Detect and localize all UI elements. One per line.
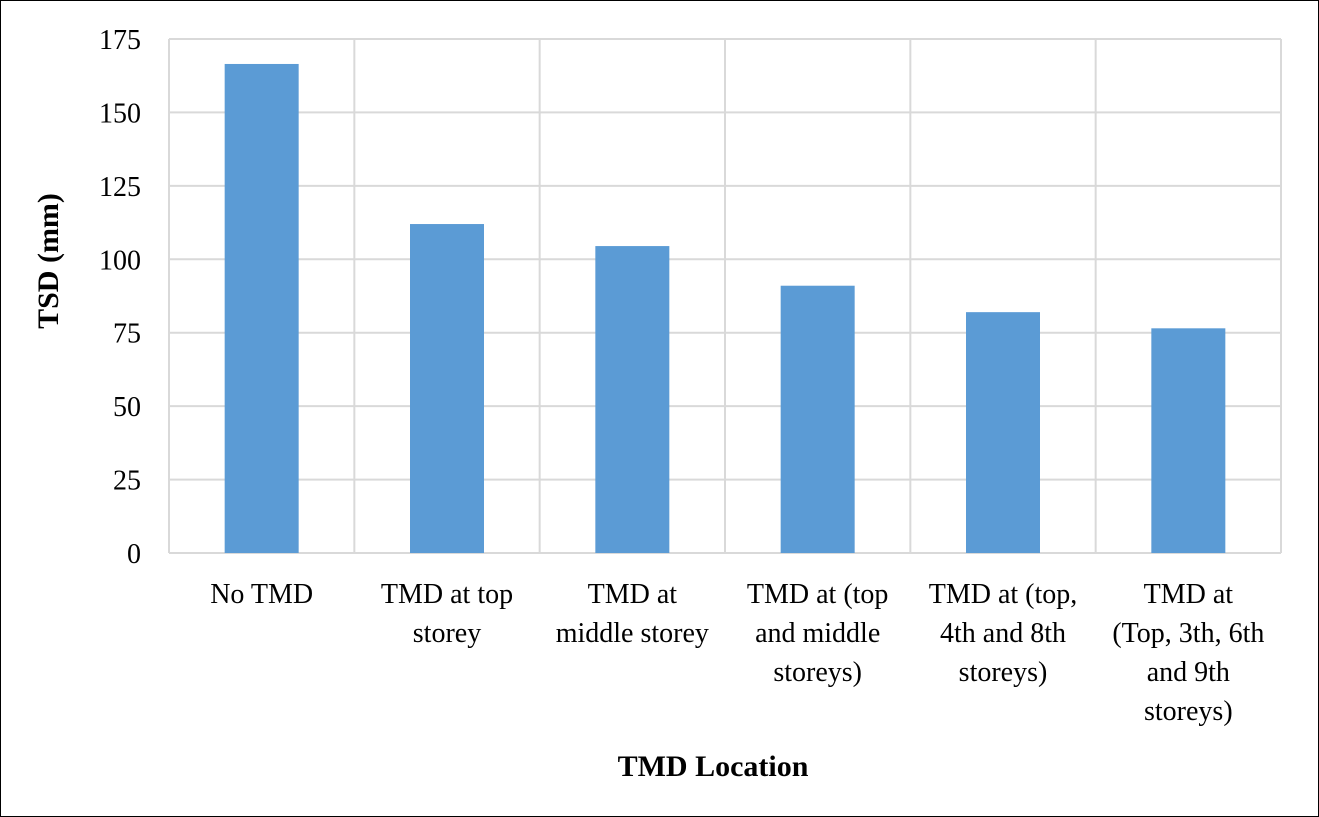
- bars: [224, 63, 1226, 554]
- y-tick-label: 25: [113, 466, 141, 497]
- bar: [780, 285, 855, 553]
- x-tick-label: TMD at (top, 4th and 8th storeys): [929, 579, 1078, 688]
- x-tick-label: TMD at top storey: [381, 579, 513, 649]
- y-tick-label: 75: [113, 319, 141, 350]
- bar: [1151, 328, 1226, 553]
- bar: [966, 312, 1040, 553]
- bar: [595, 246, 670, 553]
- y-tick-label: 175: [99, 25, 141, 56]
- bar: [410, 224, 484, 554]
- gridlines: [168, 38, 1282, 554]
- x-tick-label: TMD at middle storey: [556, 579, 709, 649]
- x-tick-labels: No TMD TMD at top storey TMD at middle store…: [210, 579, 1264, 727]
- x-tick-label: TMD at (top and middle storeys): [747, 579, 889, 688]
- y-tick-label: 0: [127, 539, 141, 570]
- y-tick-labels: 0 25 50 75 100 125 150 175: [99, 25, 141, 570]
- x-tick-label: TMD at (Top, 3th, 6th and 9th storeys): [1112, 579, 1264, 727]
- y-tick-label: 50: [113, 392, 141, 423]
- x-tick-label: No TMD: [210, 579, 313, 610]
- y-tick-label: 150: [99, 98, 141, 129]
- x-axis-title: TMD Location: [618, 750, 809, 783]
- bar: [224, 63, 299, 554]
- y-axis-title: TSD (mm): [32, 193, 65, 329]
- y-tick-label: 125: [99, 172, 141, 203]
- y-tick-label: 100: [99, 245, 141, 276]
